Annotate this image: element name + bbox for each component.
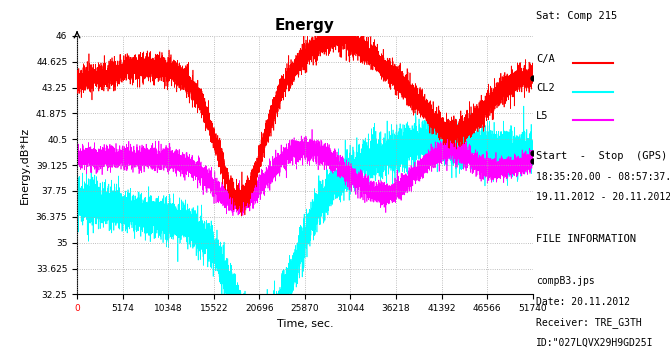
Text: FILE INFORMATION: FILE INFORMATION: [536, 234, 636, 244]
Text: Date: 20.11.2012: Date: 20.11.2012: [536, 297, 630, 307]
Text: CL2: CL2: [536, 83, 555, 93]
Text: Start  -  Stop  (GPS): Start - Stop (GPS): [536, 151, 667, 161]
Text: 18:35:20.00 - 08:57:37.0: 18:35:20.00 - 08:57:37.0: [536, 172, 670, 182]
Text: compB3.jps: compB3.jps: [536, 276, 595, 286]
Title: Energy: Energy: [275, 18, 335, 33]
Text: Receiver: TRE_G3TH: Receiver: TRE_G3TH: [536, 317, 642, 328]
Y-axis label: Energy,dB*Hz: Energy,dB*Hz: [20, 126, 30, 204]
Text: Sat: Comp 215: Sat: Comp 215: [536, 11, 617, 21]
Text: ID:"027LQVX29H9GD25I: ID:"027LQVX29H9GD25I: [536, 338, 653, 348]
Text: C/A: C/A: [536, 54, 555, 64]
Text: L5: L5: [536, 111, 549, 121]
X-axis label: Time, sec.: Time, sec.: [277, 319, 333, 328]
Text: 19.11.2012 - 20.11.2012: 19.11.2012 - 20.11.2012: [536, 192, 670, 202]
